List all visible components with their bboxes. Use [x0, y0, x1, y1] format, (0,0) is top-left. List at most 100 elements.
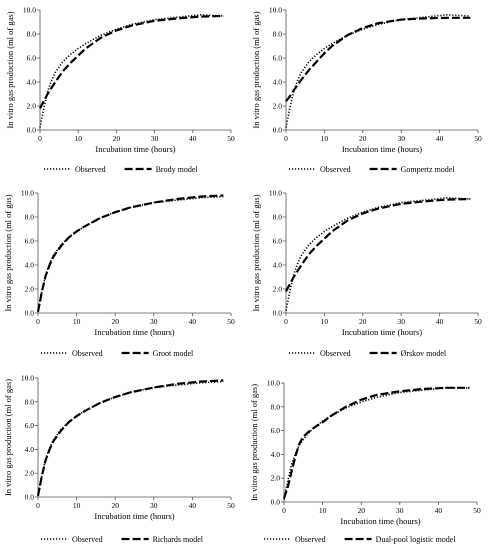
y-tick-label: 0.0	[271, 498, 281, 507]
y-tick-label: 0.0	[273, 309, 283, 318]
x-tick-label: 0	[284, 317, 288, 326]
series-line-dotted	[283, 386, 470, 500]
y-axis-title: In vitro gas production (ml of gas)	[249, 384, 259, 501]
y-tick-label: 8.0	[25, 397, 35, 406]
x-axis-title: Incubation time (hours)	[94, 511, 174, 521]
y-tick-label: 4.0	[273, 78, 283, 87]
x-tick-label: 20	[111, 501, 119, 510]
y-tick-label: 10.0	[21, 189, 34, 198]
y-tick-label: 6.0	[25, 237, 35, 246]
series-line-dotted	[37, 195, 224, 311]
x-tick-label: 20	[359, 134, 367, 143]
x-tick-label: 40	[436, 134, 444, 143]
x-tick-label: 0	[36, 501, 40, 510]
x-tick-label: 0	[282, 506, 286, 515]
legend-label: Richards model	[153, 535, 204, 544]
y-tick-label: 4.0	[271, 450, 281, 459]
x-tick-label: 20	[111, 317, 119, 326]
x-tick-label: 20	[359, 317, 367, 326]
y-tick-label: 0.0	[25, 493, 35, 502]
x-axis-title: Incubation time (hours)	[95, 144, 175, 154]
x-tick-label: 40	[189, 501, 197, 510]
x-tick-label: 30	[151, 134, 159, 143]
x-axis-title: Incubation time (hours)	[94, 327, 174, 337]
y-axis-title: In vitro gas production (ml of gas)	[251, 11, 261, 128]
y-tick-label: 4.0	[27, 78, 37, 87]
legend-label: Observed	[320, 349, 351, 358]
x-tick-label: 10	[73, 317, 81, 326]
x-tick-label: 10	[74, 134, 82, 143]
y-axis-title: In vitro gas production (ml of gas)	[3, 379, 13, 496]
legend-label: Brody model	[156, 165, 199, 174]
series-line-dotted	[285, 14, 471, 128]
y-tick-label: 2.0	[25, 469, 35, 478]
x-axis-title: Incubation time (hours)	[342, 144, 422, 154]
y-tick-label: 8.0	[27, 30, 37, 39]
x-tick-label: 0	[36, 317, 40, 326]
legend-label: Observed	[75, 165, 106, 174]
x-tick-label: 20	[357, 506, 365, 515]
x-tick-label: 20	[113, 134, 121, 143]
y-tick-label: 6.0	[27, 54, 37, 63]
y-tick-label: 2.0	[273, 102, 283, 111]
x-tick-label: 30	[150, 317, 158, 326]
y-tick-label: 6.0	[273, 237, 283, 246]
x-tick-label: 50	[474, 317, 482, 326]
chart-panel-3: 0 10 20 30 40 50 0.0 2.0 4.0 6.0 8.0 10.0 Incubation…	[3, 189, 235, 359]
series-line-dashed	[36, 194, 224, 313]
x-axis-title: Incubation time (hours)	[342, 327, 422, 337]
chart-panel-2: 0 10 20 30 40 50 0.0 2.0 4.0 6.0 8.0 10.0 Incubation…	[251, 6, 482, 175]
legend-label: Dual-pool logistic model	[376, 535, 457, 544]
y-tick-label: 10.0	[21, 374, 34, 383]
x-tick-label: 10	[321, 317, 329, 326]
x-tick-label: 50	[473, 506, 481, 515]
series-line-dashed	[36, 379, 224, 497]
y-tick-label: 0.0	[27, 126, 37, 135]
y-tick-label: 6.0	[271, 426, 281, 435]
y-tick-label: 8.0	[271, 402, 281, 411]
series-line-dotted	[39, 14, 224, 128]
x-tick-label: 10	[73, 501, 81, 510]
chart-panel-5: 0 10 20 30 40 50 0.0 2.0 4.0 6.0 8.0 10.0 Incubation…	[3, 374, 235, 545]
x-tick-label: 50	[227, 501, 235, 510]
legend-label: Gompertz model	[401, 165, 456, 174]
chart-panel-6: 0 10 20 30 40 50 0.0 2.0 4.0 6.0 8.0 10.0 Incubation…	[249, 379, 481, 545]
x-axis-title: Incubation time (hours)	[340, 516, 420, 526]
y-tick-label: 2.0	[273, 285, 283, 294]
x-tick-label: 10	[321, 134, 329, 143]
legend-label: Observed	[72, 349, 103, 358]
chart-panel-4: 0 10 20 30 40 50 0.0 2.0 4.0 6.0 8.0 10.0 Incubation…	[251, 189, 482, 359]
x-tick-label: 50	[227, 134, 235, 143]
y-tick-label: 10.0	[269, 189, 282, 198]
x-tick-label: 50	[474, 134, 482, 143]
x-tick-label: 40	[189, 134, 197, 143]
y-tick-label: 8.0	[25, 213, 35, 222]
x-tick-label: 40	[436, 317, 444, 326]
x-tick-label: 50	[227, 317, 235, 326]
x-tick-label: 0	[284, 134, 288, 143]
series-line-dashed	[285, 197, 471, 292]
series-line-dashed	[282, 386, 470, 499]
x-tick-label: 30	[397, 134, 405, 143]
y-tick-label: 4.0	[25, 261, 35, 270]
y-tick-label: 4.0	[273, 261, 283, 270]
y-tick-label: 0.0	[273, 126, 283, 135]
x-tick-label: 30	[397, 317, 405, 326]
x-tick-label: 40	[189, 317, 197, 326]
y-tick-label: 4.0	[25, 445, 35, 454]
legend-label: Observed	[72, 535, 103, 544]
x-tick-label: 40	[435, 506, 443, 515]
y-axis-title: In vitro gas production (ml of gas)	[251, 194, 261, 311]
chart-panel-1: 0 10 20 30 40 50 0.0 2.0 4.0 6.0 8.0 10.0 Incubation…	[5, 6, 235, 175]
y-tick-label: 2.0	[25, 285, 35, 294]
y-tick-label: 10.0	[23, 6, 36, 15]
legend-label: Ørskov model	[401, 349, 447, 358]
series-line-dashed	[39, 14, 224, 109]
legend-label: Observed	[320, 165, 351, 174]
y-axis-title: In vitro gas production (ml of gas)	[3, 194, 13, 311]
y-tick-label: 0.0	[25, 309, 35, 318]
legend-label: Observed	[295, 535, 326, 544]
y-tick-label: 10.0	[269, 6, 282, 15]
